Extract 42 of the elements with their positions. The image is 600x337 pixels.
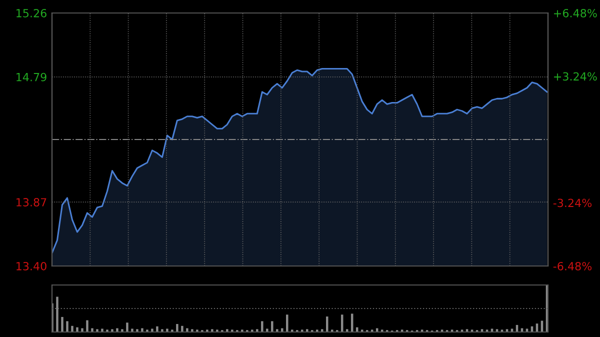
bar	[96, 329, 98, 332]
y-tick-label: 13.87	[16, 198, 46, 206]
bar	[86, 320, 88, 332]
bar	[136, 329, 138, 332]
bar	[266, 328, 268, 332]
bar	[61, 316, 64, 332]
bar	[81, 328, 84, 332]
bar	[226, 329, 228, 332]
bar	[111, 329, 114, 332]
bar	[116, 328, 118, 332]
bar	[281, 328, 284, 332]
bar	[121, 329, 124, 332]
bar	[256, 329, 258, 332]
bar	[71, 326, 74, 332]
bar	[286, 314, 288, 332]
bar	[156, 326, 158, 332]
bar	[66, 321, 68, 332]
bar	[76, 327, 78, 332]
bar	[261, 321, 264, 332]
y-tick-label: 15.26	[16, 8, 46, 18]
bar	[176, 324, 178, 332]
bar	[181, 326, 184, 332]
y2-tick-label: +6.48%	[554, 8, 597, 18]
y-tick-label: 14.79	[16, 72, 46, 82]
y-tick-label: 13.40	[16, 262, 46, 270]
bar	[131, 328, 134, 332]
bar	[141, 328, 144, 332]
bar	[101, 328, 104, 332]
bar	[126, 322, 128, 332]
bar	[91, 328, 94, 332]
bar	[186, 328, 188, 332]
y2-tick-label: -6.48%	[553, 262, 592, 270]
y2-tick-label: -3.24%	[553, 198, 592, 208]
bar	[151, 328, 154, 332]
bar	[161, 329, 164, 332]
bar	[276, 329, 278, 332]
bar	[211, 329, 214, 332]
bar	[166, 328, 168, 332]
bar	[56, 296, 58, 332]
bar	[191, 329, 194, 332]
y2-tick-label: +3.24%	[554, 72, 597, 81]
bar	[271, 321, 274, 332]
